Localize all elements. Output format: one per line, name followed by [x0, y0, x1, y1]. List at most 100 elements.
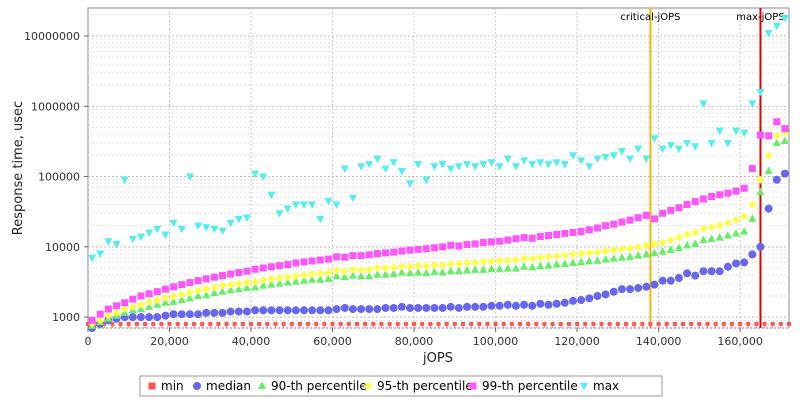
data-point — [577, 157, 586, 165]
data-point — [242, 283, 251, 291]
data-point — [200, 321, 205, 326]
data-point — [242, 214, 251, 223]
data-point — [487, 257, 496, 266]
data-point — [609, 152, 618, 160]
data-point — [398, 247, 406, 255]
data-point — [740, 258, 749, 267]
data-point — [381, 270, 390, 278]
data-point — [414, 245, 422, 253]
data-point — [577, 257, 586, 266]
data-point — [568, 296, 577, 305]
legend-label: min — [161, 379, 184, 393]
data-point — [121, 299, 129, 307]
series-median — [88, 169, 789, 332]
x-tick-label: 160,000 — [717, 335, 763, 348]
data-point — [575, 321, 580, 326]
data-point — [463, 302, 472, 311]
series-99-th-percentile — [88, 118, 789, 324]
data-point — [732, 259, 741, 268]
data-point — [642, 282, 651, 291]
data-point — [96, 316, 105, 325]
legend: min median 90-th percentile 95-th percentil… — [139, 375, 663, 397]
data-point — [617, 245, 626, 254]
data-point — [292, 259, 300, 267]
data-point — [259, 281, 268, 289]
data-point — [454, 259, 463, 268]
data-point — [259, 276, 268, 285]
data-point — [511, 301, 520, 310]
data-point — [446, 259, 455, 268]
data-point — [145, 313, 154, 322]
data-point — [650, 248, 659, 257]
data-point — [365, 305, 374, 314]
data-point — [96, 250, 105, 259]
data-point — [618, 218, 626, 226]
data-point — [210, 225, 219, 234]
x-tick-label: 80,000 — [395, 335, 434, 348]
data-point — [259, 264, 267, 272]
data-point — [283, 278, 292, 286]
data-point — [463, 258, 472, 267]
data-point — [128, 302, 137, 311]
data-point — [471, 302, 480, 311]
data-point — [609, 287, 618, 296]
data-point — [300, 306, 309, 315]
data-point — [153, 225, 162, 234]
data-point — [365, 251, 373, 259]
data-point — [607, 321, 612, 326]
data-point — [455, 242, 463, 250]
data-point — [218, 227, 227, 236]
data-point — [330, 321, 335, 326]
data-point — [104, 311, 113, 320]
data-point — [281, 321, 286, 326]
data-point — [265, 321, 270, 326]
data-point — [666, 276, 675, 285]
data-point — [699, 235, 708, 244]
data-point — [689, 321, 694, 326]
data-point — [707, 267, 716, 276]
data-point — [169, 219, 178, 228]
data-point — [479, 257, 488, 266]
data-point — [86, 321, 90, 326]
data-point — [601, 153, 610, 162]
data-point — [324, 268, 333, 277]
data-point — [479, 265, 488, 273]
data-point — [583, 321, 588, 326]
data-point — [634, 214, 642, 222]
data-point — [577, 228, 585, 236]
data-point — [259, 173, 268, 182]
data-point — [96, 310, 104, 318]
data-point — [691, 271, 700, 280]
data-point — [642, 249, 651, 258]
data-point — [332, 201, 341, 210]
data-point — [544, 261, 553, 269]
data-point — [251, 277, 260, 286]
legend-box — [139, 375, 663, 397]
data-point — [674, 243, 683, 252]
data-point — [471, 265, 480, 273]
data-point — [120, 176, 129, 185]
data-point — [585, 163, 594, 171]
data-point — [634, 283, 643, 292]
data-point — [202, 224, 211, 232]
data-point — [732, 216, 741, 225]
data-point — [681, 321, 686, 326]
data-point — [471, 258, 480, 267]
data-point — [740, 184, 748, 192]
data-point — [422, 262, 431, 271]
data-point — [569, 228, 577, 236]
data-point — [422, 176, 431, 185]
data-point — [503, 256, 512, 265]
data-point — [346, 321, 351, 326]
data-point — [617, 253, 626, 261]
data-point — [275, 279, 284, 287]
data-point — [536, 299, 545, 308]
x-tick-label: 60,000 — [313, 335, 352, 348]
data-point — [354, 321, 359, 326]
data-point — [316, 215, 325, 224]
data-point — [495, 301, 504, 310]
data-point — [275, 210, 284, 218]
data-point — [495, 256, 504, 265]
data-point — [186, 279, 194, 287]
data-point — [438, 268, 447, 276]
